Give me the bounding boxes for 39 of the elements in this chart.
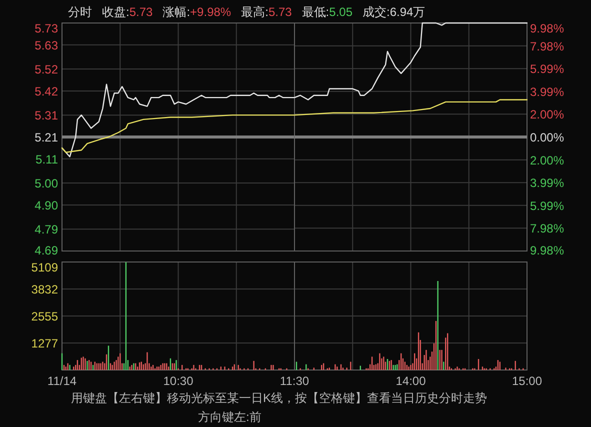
x-tick-label: 10:30: [163, 374, 194, 388]
text: 涨幅:+9.98%: [162, 5, 232, 19]
y2-tick-label: 3.99%: [530, 176, 564, 190]
y-tick-label: 5.73: [34, 22, 58, 36]
x-tick-label: 11:30: [280, 374, 310, 388]
y-tick-label: 3832: [31, 282, 58, 296]
y2-tick-label: 5.99%: [530, 62, 564, 76]
y-tick-label: 5.63: [34, 38, 58, 52]
y2-tick-label: 3.99%: [530, 84, 564, 99]
x-tick-label: 14:00: [396, 374, 426, 388]
y-tick-label: 5.52: [34, 62, 58, 77]
y2-tick-label: 2.00%: [530, 108, 564, 122]
y-tick-label: 5.21: [34, 130, 58, 144]
y-tick-label: 5.00: [34, 176, 58, 191]
y-tick-label: 5109: [31, 260, 58, 274]
text: 用键盘【左右键】移动光标至某一日K线，按【空格键】查看当日历史分时走势: [71, 391, 488, 405]
text: 最高:5.73: [241, 5, 292, 19]
text: 成交:6.94万: [362, 5, 426, 19]
y2-tick-label: 9.98%: [530, 22, 564, 36]
y-tick-label: 5.11: [36, 152, 58, 166]
y-tick-label: 4.69: [34, 244, 58, 258]
text: 方向键左:前: [198, 410, 262, 424]
y2-tick-label: 2.00%: [530, 153, 564, 168]
text: 最低:5.05: [302, 5, 353, 19]
y2-tick-label: 9.98%: [530, 244, 564, 258]
text: 分时: [68, 5, 92, 19]
y-tick-label: 5.42: [34, 84, 58, 98]
y2-tick-label: 7.98%: [530, 222, 564, 236]
y-tick-label: 2555: [31, 309, 58, 324]
x-tick-label: 11/14: [47, 374, 77, 388]
x-tick-label: 15:00: [512, 374, 542, 388]
y2-tick-label: 7.98%: [530, 39, 564, 54]
y-tick-label: 4.90: [34, 198, 58, 212]
y2-tick-label: 5.99%: [530, 198, 564, 213]
text: 收盘:5.73: [102, 5, 154, 19]
y-tick-label: 1277: [31, 336, 58, 351]
y-tick-label: 4.79: [34, 222, 58, 237]
y2-tick-label: 0.00%: [530, 130, 564, 144]
y-tick-label: 5.31: [34, 108, 58, 123]
